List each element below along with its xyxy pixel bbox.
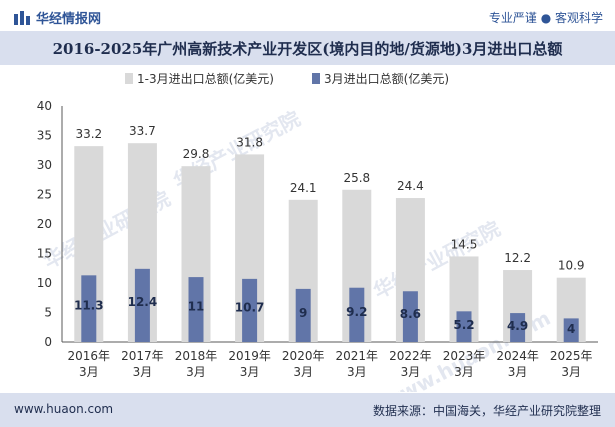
bar-march	[81, 275, 97, 342]
logo: 华经情报网	[14, 8, 101, 27]
bar-march	[349, 287, 365, 342]
legend-swatch	[312, 73, 320, 84]
data-label-march: 12.4	[128, 295, 158, 309]
legend-label: 1-3月进出口总额(亿美元)	[137, 71, 274, 86]
x-tick-label: 3月	[347, 365, 367, 379]
header-bar: 华经情报网 专业严谨 ● 客观科学	[0, 0, 615, 30]
legend-label: 3月进出口总额(亿美元)	[324, 71, 449, 86]
x-tick-label: 3月	[454, 365, 474, 379]
footer-bar: www.huaon.com 数据来源：中国海关，华经产业研究院整理	[0, 393, 615, 427]
y-tick-label: 5	[44, 306, 52, 320]
y-tick-label: 30	[37, 158, 52, 172]
bar-march	[134, 268, 150, 342]
x-tick-label: 3月	[561, 365, 581, 379]
chart: 华经产业研究院华经产业研究院华经产业研究院www.huaon.com1-3月进出…	[37, 71, 598, 392]
x-tick-label: 2020年	[282, 349, 325, 363]
data-label-q1-total: 24.1	[290, 181, 317, 195]
x-tick-label: 2018年	[175, 349, 218, 363]
data-label-q1-total: 10.9	[558, 259, 585, 273]
logo-text: 华经情报网	[36, 12, 102, 27]
y-tick-label: 0	[44, 335, 52, 349]
x-tick-label: 2016年	[68, 349, 111, 363]
x-tick-label: 2024年	[496, 349, 539, 363]
x-tick-label: 2021年	[336, 349, 379, 363]
y-tick-label: 15	[37, 247, 52, 261]
x-tick-label: 3月	[133, 365, 153, 379]
y-tick-label: 40	[37, 99, 52, 113]
data-label-q1-total: 31.8	[236, 135, 263, 149]
y-tick-label: 25	[37, 188, 52, 202]
x-tick-label: 3月	[79, 365, 99, 379]
x-tick-label: 3月	[293, 365, 313, 379]
x-tick-label: 3月	[508, 365, 528, 379]
x-tick-label: 2025年	[550, 349, 593, 363]
x-tick-label: 2019年	[228, 349, 271, 363]
data-label-q1-total: 12.2	[504, 251, 531, 265]
chart-title: 2016-2025年广州高新技术产业开发区(境内目的地/货源地)3月进出口总额	[52, 40, 563, 58]
data-label-march: 4.9	[507, 319, 528, 333]
x-tick-label: 3月	[401, 365, 421, 379]
data-label-q1-total: 14.5	[451, 237, 478, 251]
bar-march	[242, 278, 258, 342]
data-label-q1-total: 29.8	[183, 147, 210, 161]
footer-source: 数据来源：中国海关，华经产业研究院整理	[372, 404, 601, 418]
x-tick-label: 3月	[240, 365, 260, 379]
data-label-march: 4	[567, 322, 575, 336]
x-tick-label: 2023年	[443, 349, 486, 363]
footer-url: www.huaon.com	[14, 402, 114, 416]
bar-march	[295, 288, 311, 342]
bar-march	[510, 313, 526, 342]
data-label-q1-total: 33.2	[75, 127, 102, 141]
bar-march	[402, 291, 418, 342]
data-label-march: 10.7	[235, 300, 265, 314]
y-tick-label: 35	[37, 129, 52, 143]
data-label-q1-total: 24.4	[397, 179, 424, 193]
data-label-q1-total: 33.7	[129, 124, 156, 138]
bar-march	[563, 318, 579, 342]
x-tick-label: 2022年	[389, 349, 432, 363]
data-label-march: 9	[299, 306, 307, 320]
data-label-march: 11	[188, 299, 205, 313]
bar-march	[456, 311, 472, 342]
x-tick-label: 3月	[186, 365, 206, 379]
y-tick-label: 10	[37, 276, 52, 290]
slogan: 专业严谨 ● 客观科学	[488, 11, 603, 25]
data-label-march: 5.2	[453, 318, 474, 332]
title-bar: 2016-2025年广州高新技术产业开发区(境内目的地/货源地)3月进出口总额	[0, 31, 615, 65]
y-tick-label: 20	[37, 217, 52, 231]
data-label-march: 11.3	[74, 298, 104, 312]
legend-swatch	[125, 73, 133, 84]
x-tick-label: 2017年	[121, 349, 164, 363]
data-label-march: 8.6	[400, 307, 421, 321]
data-label-march: 9.2	[346, 305, 367, 319]
bar-march	[188, 277, 204, 342]
logo-icon	[14, 10, 30, 25]
data-label-q1-total: 25.8	[343, 171, 370, 185]
watermark: 华经产业研究院	[369, 216, 504, 303]
